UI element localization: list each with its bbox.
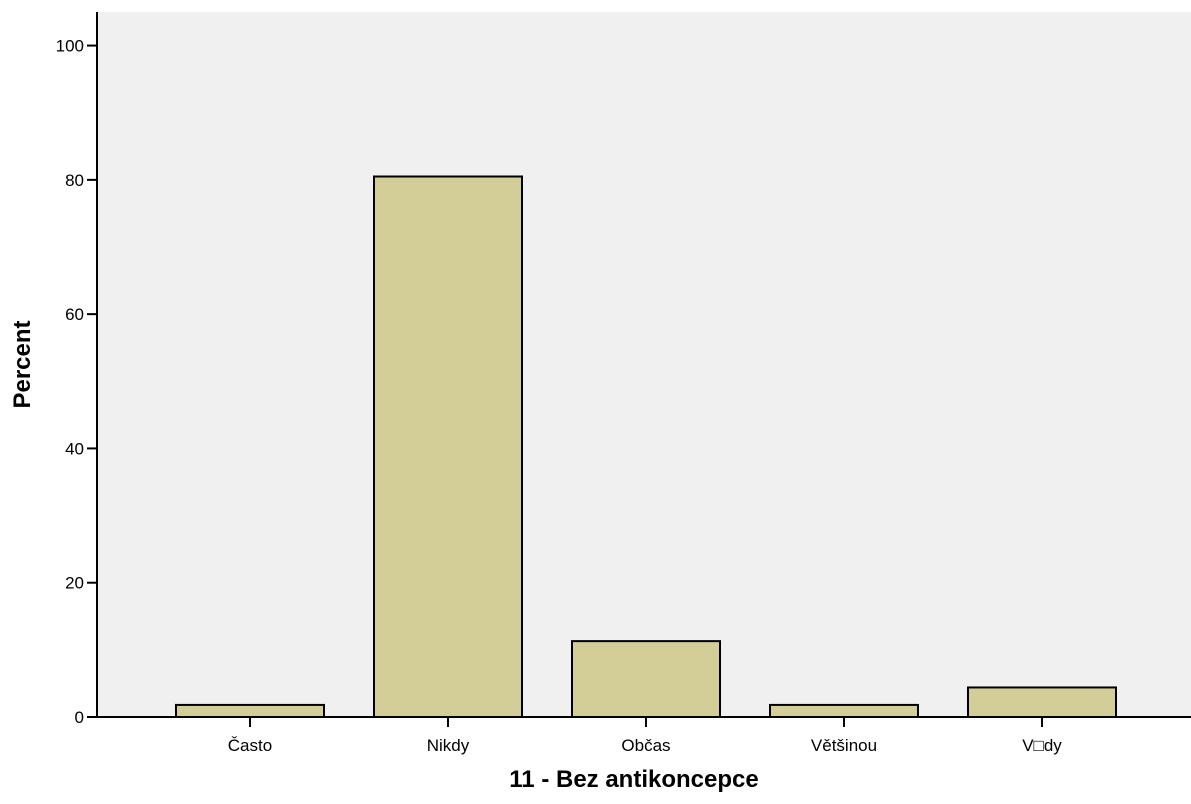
x-tick-label: Nikdy: [427, 736, 470, 755]
y-tick-label: 0: [75, 708, 84, 727]
y-tick-label: 80: [65, 171, 84, 190]
x-tick-label: Často: [228, 736, 272, 755]
y-tick-label: 20: [65, 574, 84, 593]
y-axis-title: Percent: [9, 320, 36, 408]
bar-series: [175, 175, 1117, 719]
x-axis-title: 11 - Bez antikoncepce: [509, 766, 758, 793]
x-tick-label: Většinou: [811, 736, 877, 755]
x-axis: Často Nikdy Občas Většinou V□dy: [97, 716, 1191, 755]
x-tick-label: V□dy: [1022, 736, 1062, 755]
bar-1: [373, 175, 523, 718]
y-tick-label: 40: [65, 439, 84, 458]
x-tick-label: Občas: [621, 736, 670, 755]
bar-2: [571, 640, 721, 719]
bar-0: [175, 703, 325, 719]
plot-area: [97, 12, 1191, 717]
bar-3: [769, 703, 919, 719]
y-tick-label: 60: [65, 305, 84, 324]
y-axis: 0 20 40 60 80 100: [56, 12, 98, 727]
y-tick-label: 100: [56, 37, 84, 56]
bar-4: [967, 686, 1117, 719]
